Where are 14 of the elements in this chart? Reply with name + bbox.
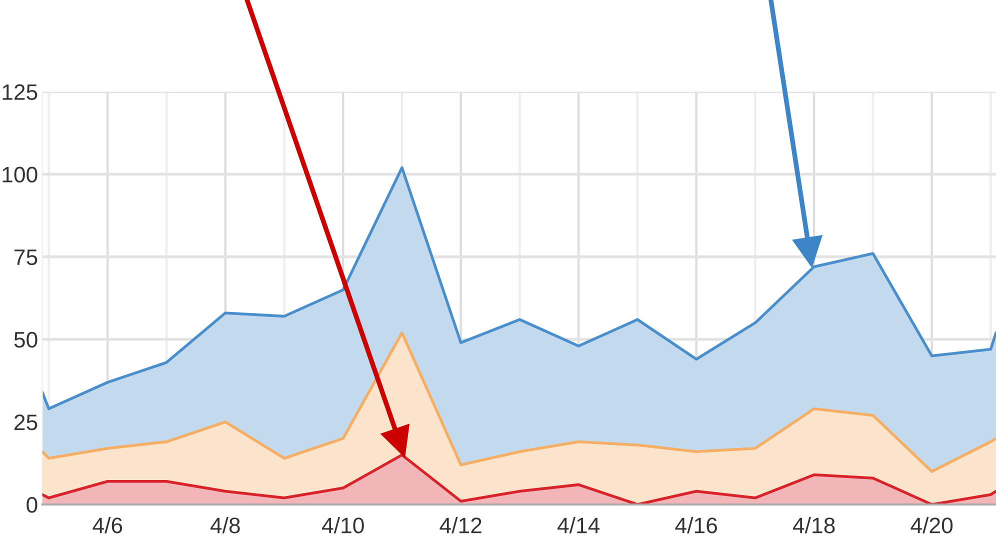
y-tick-label: 125 (2, 84, 38, 100)
x-tick-label: 4/6 (92, 517, 122, 534)
x-tick-label: 4/10 (322, 517, 364, 534)
y-tick-label: 100 (2, 166, 38, 183)
x-tick-label: 4/12 (440, 517, 482, 534)
y-tick-label: 50 (14, 332, 38, 348)
y-tick-label: 75 (14, 250, 38, 266)
x-tick-label: 4/18 (792, 517, 835, 534)
x-tick-label: 4/8 (210, 517, 240, 534)
y-tick-label: 25 (14, 414, 38, 430)
x-tick-label: 4/14 (557, 517, 600, 534)
x-tick-label: 4/16 (675, 517, 717, 534)
y-tick-label: 0 (26, 497, 38, 513)
x-tick-label: 4/20 (910, 517, 953, 534)
